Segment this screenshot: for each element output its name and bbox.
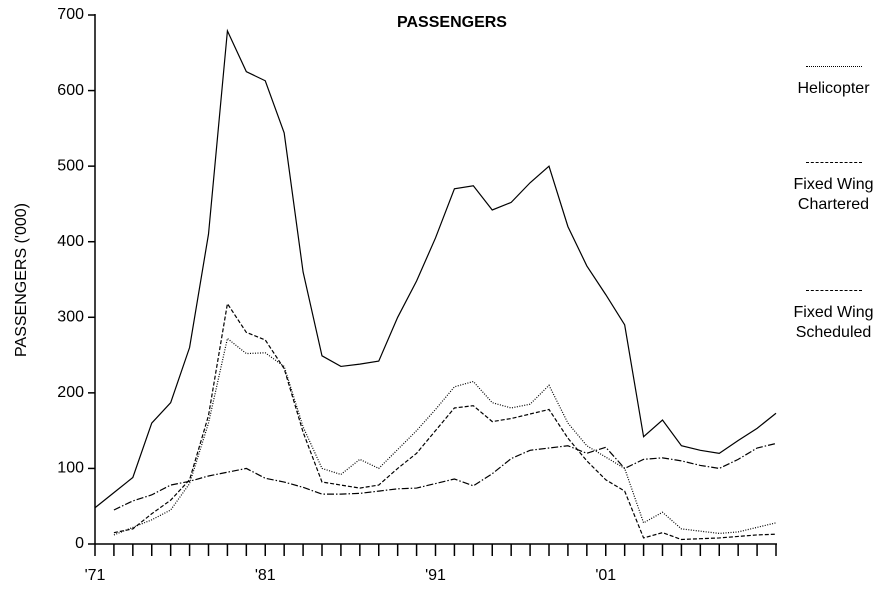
legend-label: Helicopter [797, 80, 870, 97]
x-tick-label: '01 [595, 567, 616, 584]
y-tick-label: 600 [57, 82, 84, 99]
y-tick-label: 100 [57, 460, 84, 477]
y-axis-title: PASSENGERS ('000) [13, 203, 30, 357]
legend-item: Fixed Wing Chartered [772, 162, 895, 215]
y-tick-label: 500 [57, 157, 84, 174]
legend-sample [805, 290, 862, 291]
legend-sample [805, 162, 862, 163]
y-tick-label: 300 [57, 309, 84, 326]
legend-label: Fixed Wing Chartered [793, 176, 874, 213]
x-tick-label: '91 [425, 567, 446, 584]
legend-item: Fixed Wing Scheduled [772, 290, 895, 343]
line-series [94, 28, 777, 509]
line-series [113, 337, 777, 536]
y-tick-label: 700 [57, 6, 84, 23]
x-tick-label: '81 [255, 567, 276, 584]
x-tick-label: '71 [85, 567, 106, 584]
line-series [113, 302, 777, 541]
legend-sample [805, 66, 862, 67]
legend-item: Helicopter [772, 66, 895, 99]
legend-item: Total [772, 0, 895, 3]
legend-label: Fixed Wing Scheduled [793, 304, 874, 341]
chart-title: PASSENGERS [397, 14, 507, 31]
y-tick-label: 200 [57, 384, 84, 401]
y-tick-label: 0 [75, 535, 84, 552]
legend-label: Total [772, 0, 895, 3]
line-series [113, 442, 777, 511]
y-tick-label: 400 [57, 233, 84, 250]
